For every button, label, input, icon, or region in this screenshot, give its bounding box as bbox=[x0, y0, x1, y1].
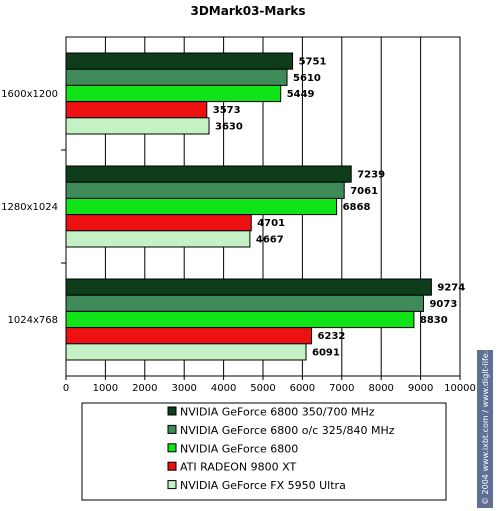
bar bbox=[65, 310, 415, 329]
bar bbox=[65, 343, 307, 361]
x-tick-label: 4000 bbox=[211, 383, 236, 394]
bar bbox=[65, 68, 288, 86]
x-tick-label: 8000 bbox=[368, 383, 393, 394]
axes: 0 1000 2000 3000 4000 5000 6000 7000 8000 9000 100… bbox=[1, 37, 476, 394]
legend-box bbox=[81, 402, 447, 501]
legend-label: NVIDIA GeForce 6800 o/c 325/840 MHz bbox=[180, 424, 395, 437]
legend-swatch bbox=[167, 406, 177, 416]
bar bbox=[65, 197, 338, 216]
data-label: 9073 bbox=[429, 299, 457, 310]
watermark-text: © 2004 www.ixbt.com / www.digit-life.com bbox=[481, 333, 490, 505]
legend-swatch bbox=[167, 480, 177, 490]
bar bbox=[65, 52, 294, 70]
bar bbox=[65, 117, 210, 135]
data-label: 5751 bbox=[299, 57, 327, 68]
data-label: 8830 bbox=[420, 315, 448, 326]
data-label: 6868 bbox=[343, 202, 371, 213]
bar bbox=[65, 294, 424, 312]
chart-title: 3DMark03-Marks bbox=[190, 4, 305, 18]
data-label: 3573 bbox=[213, 105, 241, 116]
x-tick-label: 3000 bbox=[171, 383, 196, 394]
data-label: 5449 bbox=[287, 89, 315, 100]
category-label: 1280x1024 bbox=[1, 202, 58, 213]
data-label: 6232 bbox=[318, 331, 346, 342]
legend-swatch bbox=[167, 424, 177, 434]
data-label: 5610 bbox=[293, 73, 321, 84]
bar bbox=[65, 101, 208, 119]
bar bbox=[65, 214, 252, 232]
bar bbox=[65, 84, 282, 103]
x-tick-label: 6000 bbox=[290, 383, 315, 394]
category-label: 1600x1200 bbox=[1, 89, 58, 100]
legend-swatch bbox=[167, 443, 177, 453]
x-tick-label: 5000 bbox=[250, 383, 275, 394]
bar bbox=[65, 230, 251, 248]
x-tick-label: 2000 bbox=[132, 383, 157, 394]
data-label: 7239 bbox=[357, 170, 385, 181]
data-label: 6091 bbox=[312, 347, 340, 358]
watermark: © 2004 www.ixbt.com / www.digit-life.com bbox=[477, 333, 493, 508]
data-label: 7061 bbox=[350, 186, 378, 197]
data-label: 4667 bbox=[256, 234, 284, 245]
data-label: 3630 bbox=[215, 121, 243, 132]
data-label: 9274 bbox=[437, 283, 465, 294]
legend-label: ATI RADEON 9800 XT bbox=[180, 461, 296, 474]
category-label: 1024x768 bbox=[8, 315, 58, 326]
legend-swatch bbox=[167, 461, 177, 471]
bar bbox=[65, 327, 313, 345]
x-tick-label: 7000 bbox=[329, 383, 354, 394]
data-label: 4701 bbox=[257, 218, 285, 229]
x-tick-label: 10000 bbox=[444, 383, 476, 394]
bars: 5751 5610 5449 3573 3630 7239 7061 6868 4701 4667… bbox=[65, 52, 465, 361]
x-tick-label: 0 bbox=[63, 383, 69, 394]
x-tick-label: 9000 bbox=[408, 383, 433, 394]
legend-label: NVIDIA GeForce FX 5950 Ultra bbox=[180, 479, 346, 492]
legend: NVIDIA GeForce 6800 350/700 MHz NVIDIA Ge… bbox=[81, 402, 447, 501]
bar bbox=[65, 181, 345, 199]
legend-label: NVIDIA GeForce 6800 350/700 MHz bbox=[180, 406, 375, 419]
x-tick-label: 1000 bbox=[93, 383, 118, 394]
legend-label: NVIDIA GeForce 6800 bbox=[180, 442, 298, 455]
bar bbox=[65, 278, 432, 296]
bar bbox=[65, 165, 352, 183]
watermark-strip bbox=[477, 350, 493, 508]
